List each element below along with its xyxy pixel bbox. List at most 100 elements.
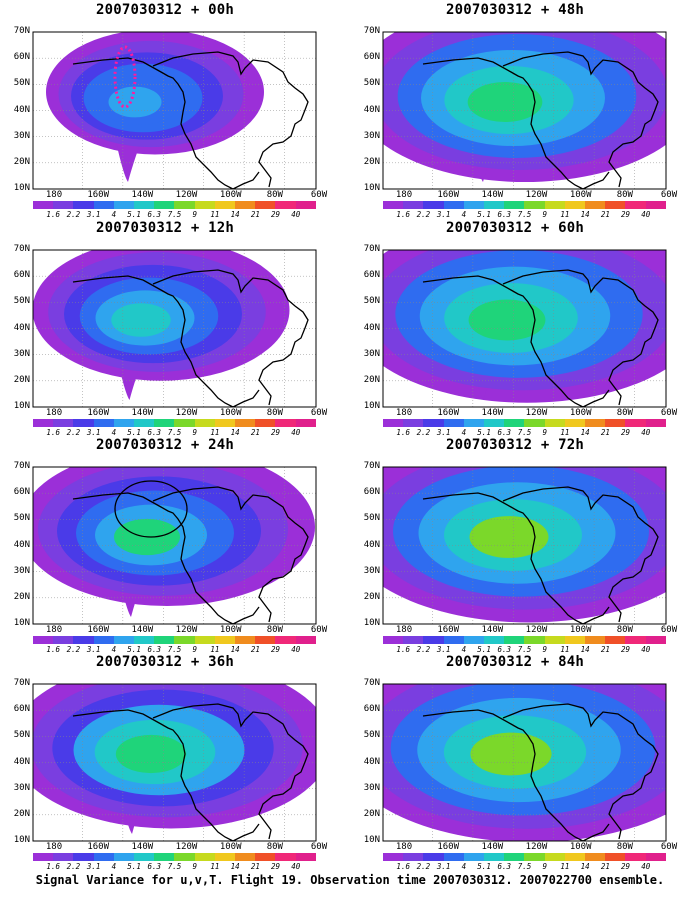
lat-tick-label: 50N [13,730,30,741]
variance-map [32,683,317,842]
colorbar-label: 9 [192,645,197,654]
lon-tick-label: 180 [395,842,413,852]
lat-tick-label: 20N [13,591,30,602]
variance-map [32,31,317,190]
colorbar-label: 7.5 [167,428,182,437]
colorbar-label: 1.6 [396,428,410,437]
lon-tick-label: 60W [660,625,678,635]
lat-tick-label: 40N [363,322,380,333]
colorbar-label: 40 [291,862,301,871]
colorbar-swatch [645,853,666,861]
colorbar-label: 1.6 [46,428,60,437]
lon-tick-label: 140W [481,190,504,200]
colorbar-label: 21 [250,645,260,654]
lon-tick-label: 140W [481,408,504,418]
lon-tick-label: 120W [175,408,198,418]
colorbar-label: 3.1 [436,645,451,654]
lon-tick-label: 100W [219,842,242,852]
colorbar-label: 2.2 [416,862,431,871]
lat-tick-label: 70N [363,26,380,36]
colorbar-label: 29 [621,645,631,654]
coastline [422,486,659,624]
colorbar-swatch [625,419,646,427]
colorbar-label: 40 [291,428,301,437]
coastline [72,486,309,624]
colorbar-label: 14 [230,862,240,871]
colorbar-swatch [33,853,54,861]
colorbar-label: 6.3 [497,428,512,437]
colorbar-swatch [605,419,626,427]
colorbar-swatch [443,853,464,861]
colorbar-label: 5.1 [127,862,141,871]
observation-region [114,480,188,538]
colorbar-swatch [295,636,316,644]
colorbar-swatch [605,201,626,209]
lon-tick-label: 60W [310,190,328,200]
colorbar-label: 9 [192,862,197,871]
colorbar-label: 21 [250,428,260,437]
lon-tick-label: 180 [45,842,63,852]
lon-tick-label: 80W [616,408,633,418]
colorbar-label: 11 [560,862,570,871]
colorbar-label: 11 [560,210,570,219]
lon-tick-label: 140W [131,842,154,852]
lat-tick-label: 30N [13,348,30,359]
colorbar-label: 29 [271,210,281,219]
colorbar-swatch [134,853,155,861]
colorbar-label: 9 [542,428,547,437]
colorbar-swatch [605,636,626,644]
lon-tick-label: 120W [175,842,198,852]
colorbar-label: 29 [271,862,281,871]
lat-tick-label: 70N [13,678,30,688]
colorbar-swatch [33,201,54,209]
colorbar-label: 3.1 [436,862,451,871]
colorbar-label: 14 [230,428,240,437]
colorbar-swatch [214,201,236,209]
colorbar-swatch [214,636,236,644]
colorbar-label: 5.1 [127,645,141,654]
colorbar-swatch [625,201,646,209]
lat-tick-label: 30N [13,565,30,576]
colorbar-label: 29 [271,645,281,654]
lat-tick-label: 10N [13,183,30,193]
colorbar-label: 6.3 [147,862,162,871]
lon-tick-label: 120W [525,408,548,418]
colorbar-label: 2.2 [416,645,431,654]
colorbar-label: 4 [461,645,467,654]
colorbar-label: 9 [542,210,547,219]
colorbar-swatch [194,853,215,861]
lat-tick-label: 70N [13,26,30,36]
lat-tick-label: 60N [13,52,30,63]
colorbar-swatch [255,636,276,644]
colorbar-label: 5.1 [127,428,141,437]
colorbar-swatch [564,419,586,427]
lon-tick-label: 160W [437,625,459,635]
lon-tick-label: 180 [395,408,413,418]
lat-tick-label: 20N [363,591,380,602]
colorbar-label: 6.3 [497,210,512,219]
lon-tick-label: 100W [569,842,592,852]
colorbar-swatch [423,636,444,644]
coastline [72,269,309,407]
colorbar-swatch [194,636,215,644]
panel-title: 2007030312 + 84h [445,654,585,670]
variance-contour [470,732,552,776]
lon-tick-label: 120W [525,625,548,635]
colorbar-label: 11 [210,428,220,437]
lon-tick-label: 160W [437,408,459,418]
colorbar-label: 6.3 [147,428,162,437]
lon-tick-label: 80W [616,625,633,635]
lat-tick-label: 20N [363,156,380,167]
colorbar-swatch [113,419,135,427]
lat-tick-label: 50N [13,296,30,307]
colorbar-label: 3.1 [86,645,101,654]
colorbar-label: 1.6 [46,862,60,871]
lon-tick-label: 60W [660,190,678,200]
colorbar-label: 6.3 [147,645,162,654]
colorbar-swatch [463,636,485,644]
colorbar-swatch [73,419,94,427]
map-panel: 2007030312 + 00h 70N 60N 50N 40N 30N 20N 10N 180… [0,2,330,219]
colorbar-swatch [275,853,296,861]
colorbar-label: 3.1 [436,210,451,219]
colorbar-swatch [174,853,195,861]
